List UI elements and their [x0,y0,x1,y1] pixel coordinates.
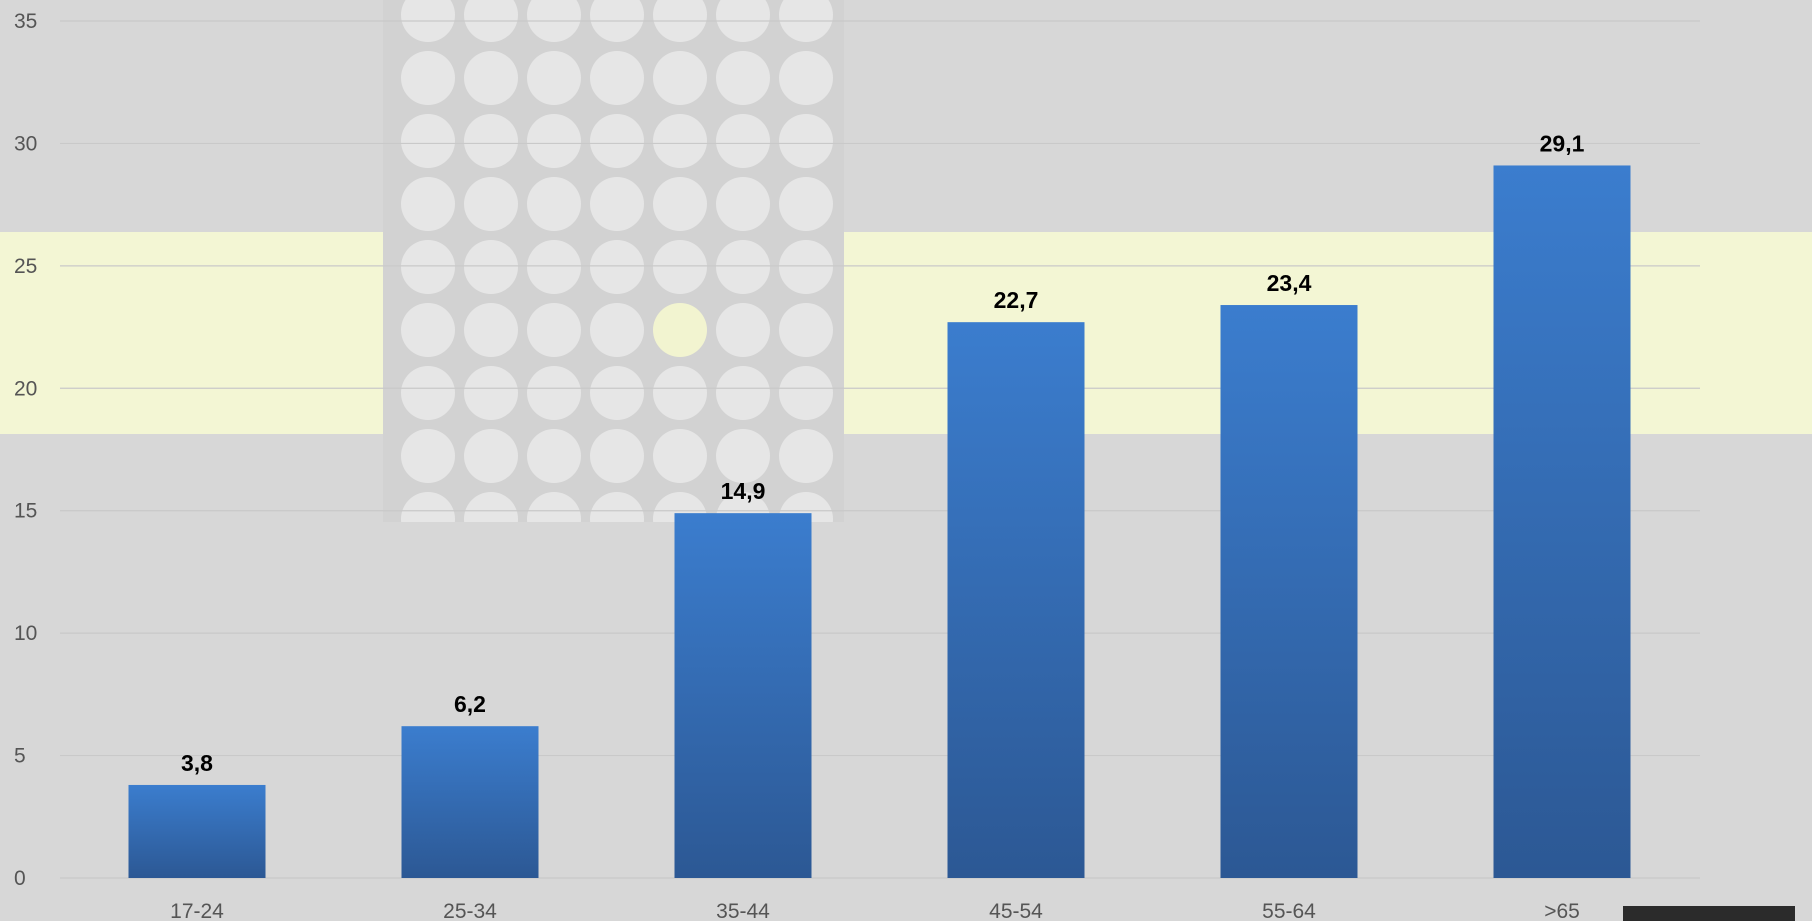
background-dot [716,240,770,294]
x-axis: 17-24 25-34 35-44 45-54 55-64 >65 [170,900,1580,921]
background-dot [464,51,518,105]
background-dot [464,429,518,483]
bar [1493,165,1631,879]
gridlines [60,20,1700,879]
bars [128,165,1631,879]
background-dot [716,51,770,105]
background-dot [527,303,581,357]
background-dot [716,366,770,420]
background-dot [527,240,581,294]
x-tick-label: 35-44 [716,900,770,921]
bar [1220,305,1358,878]
data-label: 29,1 [1540,130,1585,156]
background-dot [653,114,707,168]
background-dot [716,114,770,168]
background-dot [653,303,707,357]
background-dot [590,240,644,294]
background-dot [779,240,833,294]
background-dot [464,114,518,168]
background-dot [527,366,581,420]
background-dot [653,177,707,231]
y-tick-label: 5 [14,745,26,768]
background-dot [653,366,707,420]
x-tick-label: 45-54 [989,900,1043,921]
data-label: 3,8 [181,750,213,776]
background-dot [590,51,644,105]
data-labels: 3,8 6,2 14,9 22,7 23,4 29,1 [181,130,1585,775]
bar [401,726,539,878]
background-dot [779,177,833,231]
background-dot [653,429,707,483]
y-tick-label: 10 [14,622,37,645]
background-dot [527,51,581,105]
background-dot [401,240,455,294]
background-dot [716,177,770,231]
background-dot [653,240,707,294]
x-tick-label: 55-64 [1262,900,1316,921]
background-dot [779,429,833,483]
data-label: 14,9 [721,478,766,504]
background-dot [464,240,518,294]
y-tick-label: 20 [14,377,37,400]
y-tick-label: 35 [14,10,37,33]
background-dot [527,114,581,168]
background-dot [464,303,518,357]
background-dot [590,114,644,168]
background-dot [401,429,455,483]
bar [674,513,812,878]
x-tick-label: 25-34 [443,900,497,921]
background-dot [779,366,833,420]
background-dot [527,177,581,231]
background-dot [653,51,707,105]
background-dot [401,177,455,231]
background-dot [590,366,644,420]
background-dot [779,51,833,105]
background-dot [590,303,644,357]
background-dot [401,51,455,105]
y-tick-label: 30 [14,132,37,155]
background-dot [590,429,644,483]
background-dot [779,303,833,357]
data-label: 22,7 [994,287,1039,313]
background-dot [401,366,455,420]
data-label: 6,2 [454,691,486,717]
background-dot [716,429,770,483]
bar [947,322,1085,878]
y-tick-label: 15 [14,500,37,523]
corner-overlay-bar [1623,906,1795,921]
y-axis: 0 5 10 15 20 25 30 35 [14,10,37,890]
bar [128,784,266,878]
background-dot [779,114,833,168]
background-dot [401,114,455,168]
background-dot [401,303,455,357]
x-tick-label: >65 [1544,900,1580,921]
y-tick-label: 25 [14,255,37,278]
background-dot [716,303,770,357]
background-dot-pattern [383,0,844,522]
background-dot [527,429,581,483]
data-label: 23,4 [1267,270,1312,296]
y-tick-label: 0 [14,867,26,890]
background-dot [464,366,518,420]
background-dot [590,177,644,231]
background-dot [464,177,518,231]
x-tick-label: 17-24 [170,900,224,921]
